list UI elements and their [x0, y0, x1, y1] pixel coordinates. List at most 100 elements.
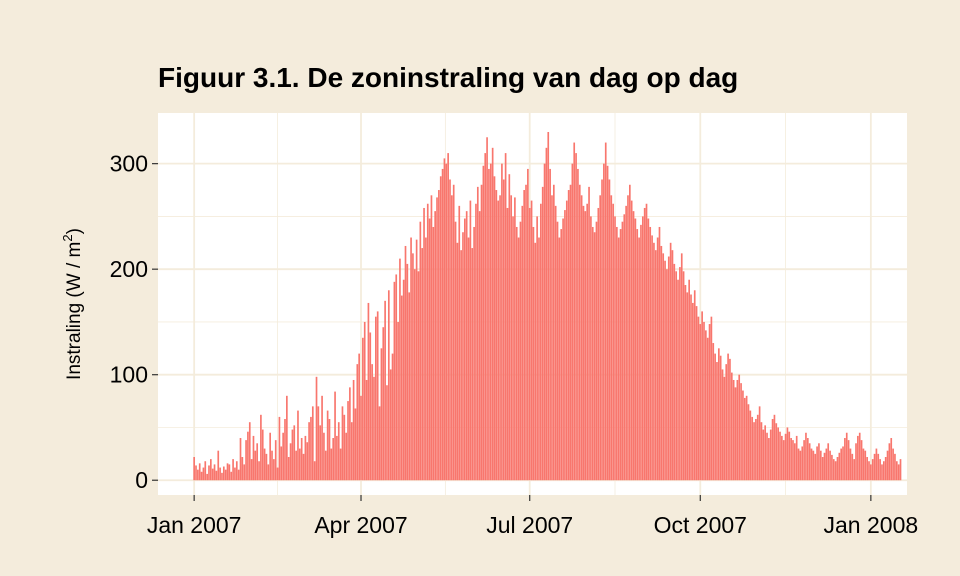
bar	[814, 453, 817, 481]
bar	[243, 464, 246, 481]
bar	[200, 471, 203, 481]
bar	[879, 459, 881, 481]
bar	[617, 237, 620, 481]
bar	[341, 406, 344, 481]
bar	[573, 142, 576, 481]
bar	[462, 232, 464, 481]
bar	[371, 364, 373, 481]
bar	[899, 459, 902, 481]
bar	[582, 205, 585, 481]
bar	[432, 226, 435, 481]
bar	[337, 422, 340, 481]
bar	[373, 376, 375, 481]
bar	[339, 448, 342, 481]
bar	[680, 253, 683, 481]
bar	[499, 195, 501, 481]
bar	[575, 153, 577, 481]
bar	[222, 466, 225, 481]
bar	[445, 163, 448, 481]
bar	[426, 203, 429, 481]
bar	[284, 419, 286, 481]
bar	[751, 416, 754, 481]
bar	[706, 337, 709, 481]
bar	[514, 197, 516, 481]
bar	[825, 448, 828, 481]
bar	[641, 216, 644, 481]
bar	[873, 453, 876, 481]
bar	[866, 457, 868, 481]
bar	[812, 450, 815, 481]
bar	[760, 422, 763, 481]
bar	[712, 343, 715, 481]
bar	[736, 379, 739, 481]
bar	[412, 253, 414, 481]
bar	[714, 353, 716, 481]
bar	[792, 440, 794, 481]
bar	[599, 195, 602, 481]
bar	[239, 438, 242, 481]
bar	[456, 242, 459, 481]
bar	[534, 242, 537, 481]
bar	[530, 200, 533, 481]
bar	[228, 464, 231, 481]
bar	[571, 163, 574, 481]
bar	[447, 153, 449, 481]
bar	[556, 221, 559, 481]
bar	[326, 410, 329, 481]
bar	[484, 153, 487, 481]
bar	[321, 395, 323, 481]
bar	[693, 290, 696, 481]
bar	[640, 224, 642, 481]
bar	[890, 438, 893, 481]
bar	[195, 465, 197, 481]
bar	[729, 358, 731, 481]
bar	[480, 184, 483, 481]
bar	[816, 446, 818, 481]
bar	[738, 374, 741, 481]
bar	[215, 470, 218, 481]
bar	[645, 203, 648, 481]
bar	[254, 450, 257, 481]
bar	[688, 279, 690, 481]
bar	[265, 453, 268, 481]
bar	[506, 207, 509, 481]
bar	[554, 205, 557, 481]
bar	[387, 290, 390, 481]
bar	[832, 459, 835, 481]
bar	[291, 429, 294, 481]
bar	[749, 410, 752, 481]
bar	[419, 221, 422, 481]
bar	[234, 467, 236, 481]
bar	[454, 221, 457, 481]
bar	[502, 179, 505, 481]
bar	[719, 355, 722, 481]
bar	[464, 218, 466, 481]
bar	[208, 465, 210, 481]
bar	[404, 245, 407, 481]
bar	[443, 158, 446, 481]
bar	[211, 468, 214, 481]
bar	[460, 250, 462, 481]
bar	[679, 267, 681, 481]
bar	[660, 245, 663, 481]
bar	[336, 435, 338, 481]
bar	[836, 457, 839, 481]
bar	[540, 203, 542, 481]
bar	[654, 250, 657, 481]
bar	[428, 218, 431, 481]
bar	[382, 327, 385, 481]
bar	[543, 163, 546, 481]
bar	[300, 438, 303, 481]
bar	[512, 216, 514, 481]
bar	[558, 237, 561, 481]
bar	[590, 216, 592, 481]
bar	[860, 440, 863, 481]
bar	[888, 443, 891, 481]
bar	[323, 432, 325, 481]
bar	[632, 211, 635, 481]
bar	[273, 459, 275, 481]
bar	[768, 438, 770, 481]
y-tick-label: 100	[110, 362, 148, 388]
bar	[389, 369, 392, 481]
bar	[413, 269, 416, 481]
